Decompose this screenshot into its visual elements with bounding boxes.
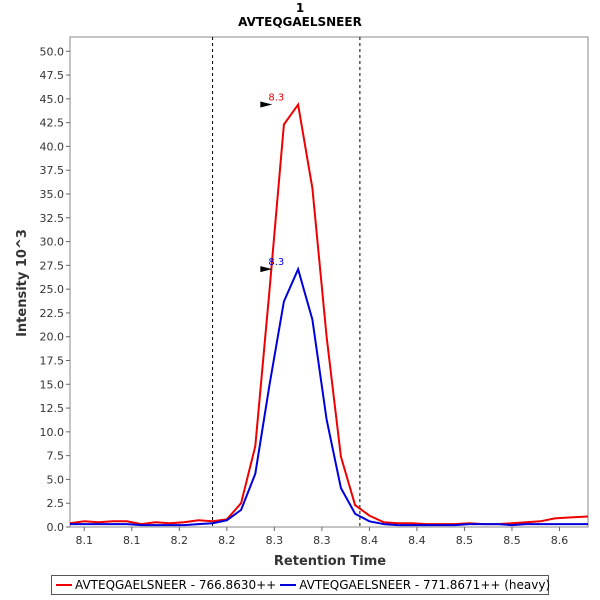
peak-marker-1 [260,266,273,273]
y-tick-label: 12.5 [40,402,65,415]
y-tick-label: 20.0 [40,331,65,344]
y-tick-label: 35.0 [40,188,65,201]
y-tick-label: 15.0 [40,378,65,391]
y-tick-label: 50.0 [40,45,65,58]
y-tick-label: 17.5 [40,354,65,367]
x-tick-label: 8.3 [313,534,331,547]
series-line-1 [70,266,588,527]
x-tick-label: 8.5 [503,534,521,547]
y-tick-label: 7.5 [47,450,65,463]
legend-item-light: AVTEQGAELSNEER - 766.8630++ [56,578,276,592]
y-tick-label: 25.0 [40,283,65,296]
y-tick-label: 32.5 [40,212,65,225]
x-tick-label: 8.1 [76,534,94,547]
legend-label-heavy: AVTEQGAELSNEER - 771.8671++ (heavy) [299,578,551,592]
y-tick-label: 2.5 [47,497,65,510]
y-tick-label: 40.0 [40,140,65,153]
legend-item-heavy: AVTEQGAELSNEER - 771.8671++ (heavy) [280,578,550,592]
chart-subtitle: AVTEQGAELSNEER [238,15,362,29]
y-tick-label: 30.0 [40,236,65,249]
y-tick-label: 22.5 [40,307,65,320]
x-tick-label: 8.6 [551,534,569,547]
plot-frame [69,36,589,528]
y-tick-label: 5.0 [47,473,65,486]
x-tick-label: 8.4 [361,534,379,547]
x-tick-label: 8.2 [171,534,189,547]
x-tick-label: 8.1 [123,534,141,547]
y-tick-label: 37.5 [40,164,65,177]
chart-title: 1 [296,1,304,15]
x-tick-label: 8.2 [218,534,236,547]
legend-swatch-light [56,584,72,586]
y-tick-label: 27.5 [40,259,65,272]
chromatogram-chart: 1 AVTEQGAELSNEER Intensity 10^3 Retentio… [15,1,589,569]
peak-label-0: 8.3 [268,93,284,104]
peak-label-1: 8.3 [268,257,284,268]
plot-area: 0.0 2.5 5.0 7.5 10.0 12.5 15.0 17.5 20.0 22.5 25.0… [40,36,589,547]
x-tick-label: 8.4 [408,534,426,547]
legend-swatch-heavy [280,584,297,586]
x-axis-label: Retention Time [274,554,386,569]
x-tick-label: 8.3 [266,534,284,547]
chart-legend: AVTEQGAELSNEER - 766.8630++ AVTEQGAELSNE… [51,575,550,595]
x-tick-label: 8.5 [456,534,474,547]
y-tick-label: 47.5 [40,69,65,82]
y-axis-label: Intensity 10^3 [15,229,30,337]
y-tick-label: 45.0 [40,93,65,106]
peak-marker-0 [260,101,273,108]
y-tick-label: 0.0 [47,521,65,534]
y-tick-label: 42.5 [40,117,65,130]
legend-label-light: AVTEQGAELSNEER - 766.8630++ [75,578,277,592]
y-tick-label: 10.0 [40,426,65,439]
